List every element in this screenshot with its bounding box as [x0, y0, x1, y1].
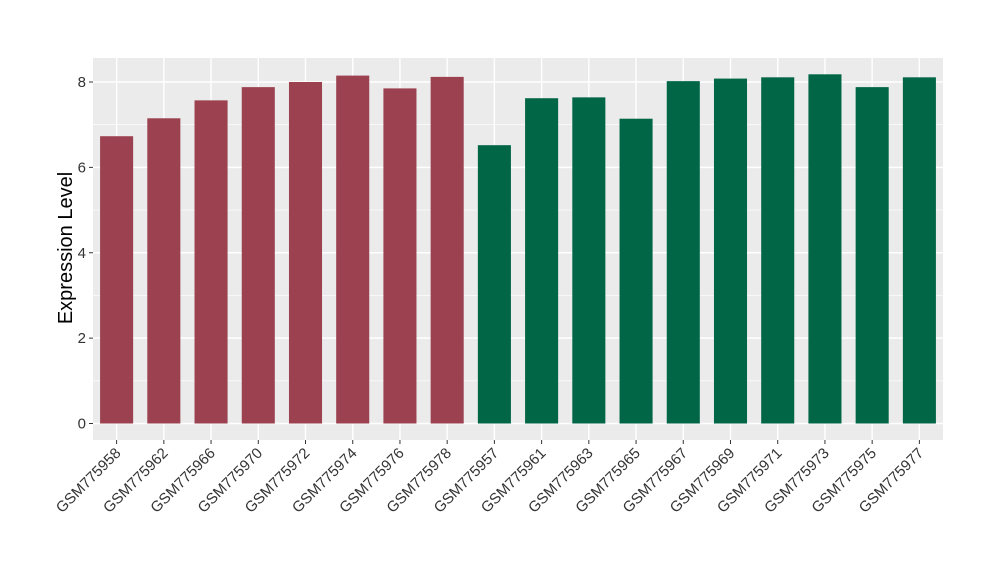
bar-GSM775965	[619, 118, 653, 424]
y-axis: 0 2 4 6 8	[78, 74, 93, 433]
bar-GSM775962	[147, 118, 181, 424]
y-tick-label: 0	[78, 416, 86, 433]
plot-panel	[93, 58, 943, 440]
y-axis-title: Expression Level	[55, 172, 77, 324]
bar-GSM775973	[808, 74, 842, 424]
bar-GSM775967	[666, 81, 700, 424]
bar-GSM775971	[761, 77, 795, 424]
bar-GSM775972	[288, 82, 323, 424]
bar-GSM775963	[572, 97, 606, 424]
bar-GSM775958	[100, 136, 134, 424]
bar-GSM775977	[902, 77, 936, 424]
bar-GSM775969	[713, 78, 748, 424]
bar-GSM775970	[241, 87, 275, 424]
bars	[100, 74, 936, 424]
bar-GSM775974	[336, 75, 370, 424]
y-tick-label: 6	[78, 159, 86, 176]
bar-GSM775975	[855, 87, 889, 424]
bar-GSM775961	[525, 98, 559, 424]
x-axis: GSM775958GSM775962GSM775966GSM775970GSM7…	[53, 440, 927, 516]
bar-GSM775976	[383, 88, 417, 424]
y-tick-label: 8	[78, 74, 86, 91]
y-tick-label: 4	[78, 245, 86, 262]
y-tick-label: 2	[78, 330, 86, 347]
bar-GSM775957	[477, 145, 511, 424]
bar-GSM775978	[430, 76, 464, 424]
bar-GSM775966	[194, 100, 228, 424]
